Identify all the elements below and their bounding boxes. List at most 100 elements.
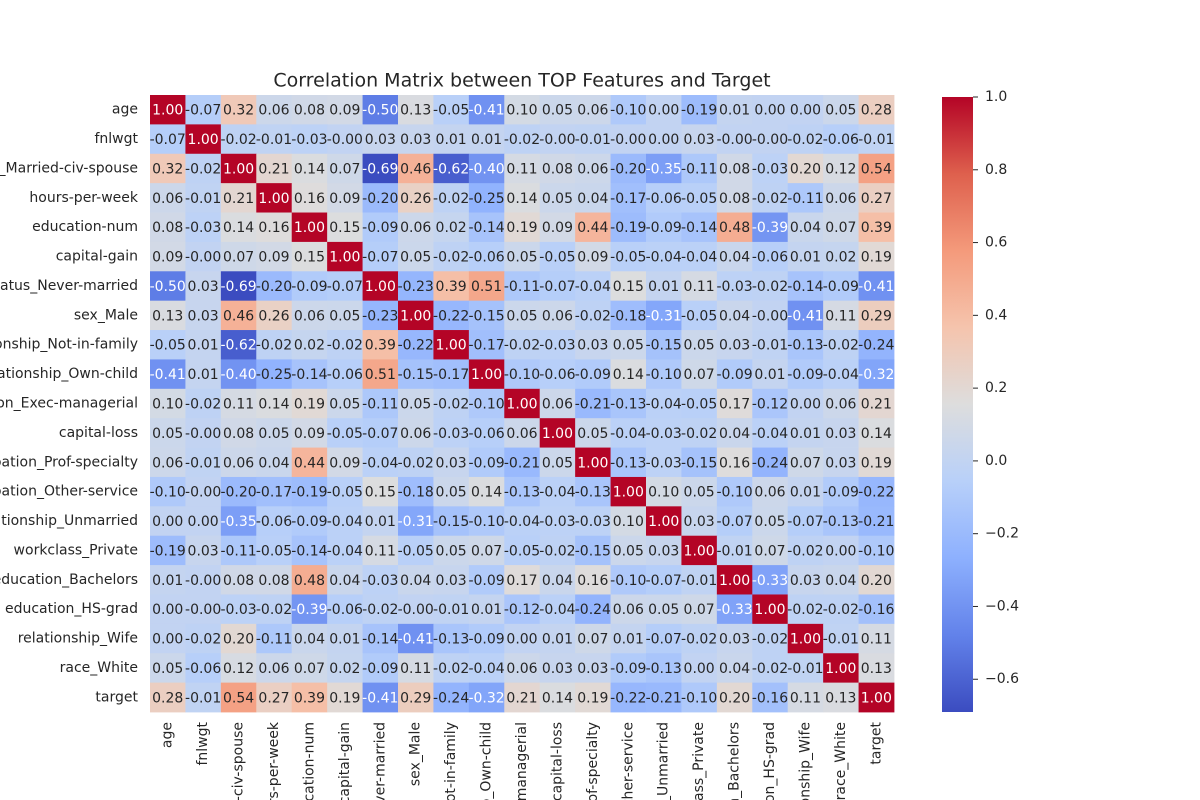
heatmap-cell (185, 476, 222, 507)
cell-label: 0.14 (613, 367, 644, 383)
heatmap-cell (610, 594, 647, 625)
cell-label: -0.10 (858, 543, 894, 559)
heatmap-cell (646, 95, 682, 125)
cell-label: -0.35 (646, 161, 682, 177)
heatmap-cell (610, 330, 647, 360)
heatmap-cell (539, 682, 576, 713)
heatmap-cell (468, 330, 505, 360)
cell-label: -0.05 (398, 543, 434, 559)
cell-label: -0.19 (291, 485, 327, 501)
heatmap-cell (716, 447, 753, 478)
heatmap-cell (716, 682, 753, 713)
cell-label: -0.15 (433, 514, 469, 530)
cell-label: 0.03 (400, 132, 431, 148)
heatmap-cell (858, 95, 895, 125)
cell-label: -0.03 (575, 514, 611, 530)
cell-label: -0.09 (468, 632, 504, 648)
heatmap-cell (716, 418, 753, 448)
cell-label: 0.04 (294, 632, 325, 648)
x-tick-label: occupation_Other-service (620, 722, 636, 800)
heatmap-cell (504, 359, 541, 390)
heatmap-cell (646, 300, 682, 331)
cell-label: 0.54 (861, 161, 892, 177)
heatmap-cell (752, 124, 789, 155)
heatmap-cell (646, 271, 682, 302)
heatmap-cell (823, 447, 859, 478)
cell-label: 0.08 (294, 103, 325, 119)
heatmap-cell (398, 212, 434, 243)
heatmap-cell (823, 241, 859, 272)
cell-label: -0.01 (823, 632, 859, 648)
cell-label: -0.62 (220, 338, 256, 354)
cell-label: -0.01 (575, 132, 611, 148)
heatmap-cell (327, 241, 363, 272)
heatmap-cell (752, 330, 789, 360)
heatmap-cell (150, 476, 186, 507)
heatmap-cell (539, 153, 576, 184)
heatmap-cell (681, 124, 718, 155)
cell-label: -0.41 (787, 308, 823, 324)
heatmap-cell (468, 476, 505, 507)
cell-label: -0.41 (398, 632, 434, 648)
heatmap-cell (858, 476, 895, 507)
cell-label: 0.01 (648, 279, 679, 295)
heatmap-cell (681, 95, 718, 125)
heatmap-cell (752, 535, 789, 566)
heatmap-cell (185, 418, 222, 448)
heatmap-cell (575, 682, 611, 713)
cell-label: -0.06 (646, 191, 682, 207)
cell-label: -0.00 (539, 132, 575, 148)
cell-label: 0.06 (825, 191, 856, 207)
x-tick-label: occupation_Exec-managerial (514, 722, 530, 800)
cell-label: -0.22 (858, 485, 894, 501)
cell-label: -0.20 (220, 485, 256, 501)
heatmap-cell (504, 153, 541, 184)
heatmap-cell (823, 300, 859, 331)
heatmap-cell (362, 300, 399, 331)
heatmap-cell (398, 153, 434, 184)
cell-label: -0.20 (610, 161, 646, 177)
cell-label: 0.20 (719, 690, 750, 706)
cell-label: 0.01 (365, 514, 396, 530)
heatmap-cell (575, 95, 611, 125)
cell-label: 0.14 (861, 426, 892, 442)
cell-label: -0.04 (610, 426, 646, 442)
cell-label: 0.16 (294, 191, 325, 207)
cell-label: -0.03 (716, 279, 752, 295)
x-tick-label: capital-gain (337, 722, 353, 800)
heatmap-cell (291, 653, 328, 684)
heatmap-cell (610, 565, 647, 595)
cell-label: -0.06 (327, 367, 363, 383)
heatmap-cell (823, 212, 859, 243)
heatmap-cell (291, 359, 328, 390)
cell-label: 0.14 (506, 191, 537, 207)
heatmap-cell (504, 212, 541, 243)
heatmap-cell (150, 623, 186, 654)
cell-label: -0.01 (858, 132, 894, 148)
cell-label: 0.10 (152, 397, 183, 413)
cell-label: 0.11 (861, 632, 892, 648)
heatmap-cell (681, 476, 718, 507)
cell-label: 0.05 (648, 602, 679, 618)
cell-label: -0.19 (681, 103, 717, 119)
cell-label: 0.02 (329, 661, 360, 677)
colorbar-tick-label: 0.0 (985, 453, 1007, 469)
cell-label: -0.00 (716, 132, 752, 148)
y-tick-label: occupation_Other-service (0, 484, 138, 500)
heatmap-cell (752, 418, 789, 448)
heatmap-cell (185, 565, 222, 595)
cell-label: -0.02 (752, 632, 788, 648)
heatmap-cell (681, 506, 718, 537)
cell-label: -0.17 (256, 485, 292, 501)
heatmap-cell (823, 623, 859, 654)
heatmap-cell (752, 153, 789, 184)
heatmap-cell (433, 212, 470, 243)
heatmap-cell (185, 212, 222, 243)
cell-label: -0.01 (256, 132, 292, 148)
heatmap-cell (220, 476, 257, 507)
heatmap-cell (185, 653, 222, 684)
heatmap-cell (504, 623, 541, 654)
cell-label: 0.09 (329, 191, 360, 207)
heatmap-cell (220, 594, 257, 625)
cell-label: 0.19 (861, 455, 892, 471)
